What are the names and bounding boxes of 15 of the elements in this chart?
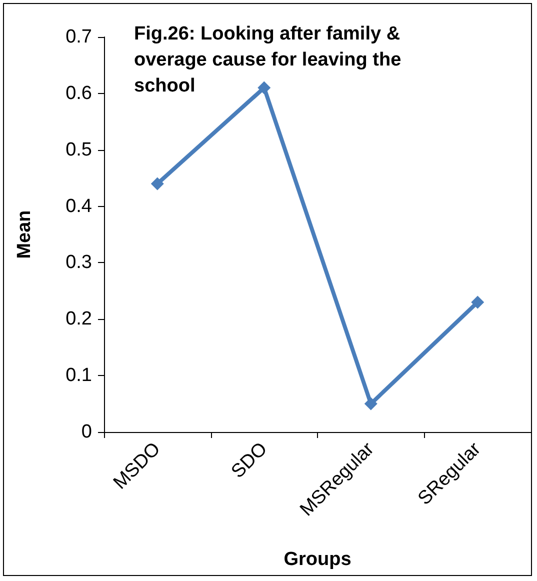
y-tick-label: 0.4 <box>66 196 92 217</box>
y-tick-label: 0.6 <box>66 82 92 104</box>
y-tick-label: 0.2 <box>66 308 92 330</box>
point <box>471 296 484 309</box>
point <box>364 397 378 410</box>
x-axis-title: Groups <box>284 549 352 570</box>
y-tick-label: 0.7 <box>66 26 92 48</box>
y-axis-title: Mean <box>14 210 35 259</box>
y-tick-label: 0.1 <box>66 365 92 386</box>
text: Fig.26: Looking after family & overage cause for leaving the school <box>134 24 406 96</box>
point <box>150 177 164 190</box>
y-tick-label: 0.3 <box>66 252 92 274</box>
y-tick-label: 0.5 <box>66 139 92 160</box>
point <box>258 81 271 94</box>
y-tick-label: 0 <box>81 422 92 442</box>
